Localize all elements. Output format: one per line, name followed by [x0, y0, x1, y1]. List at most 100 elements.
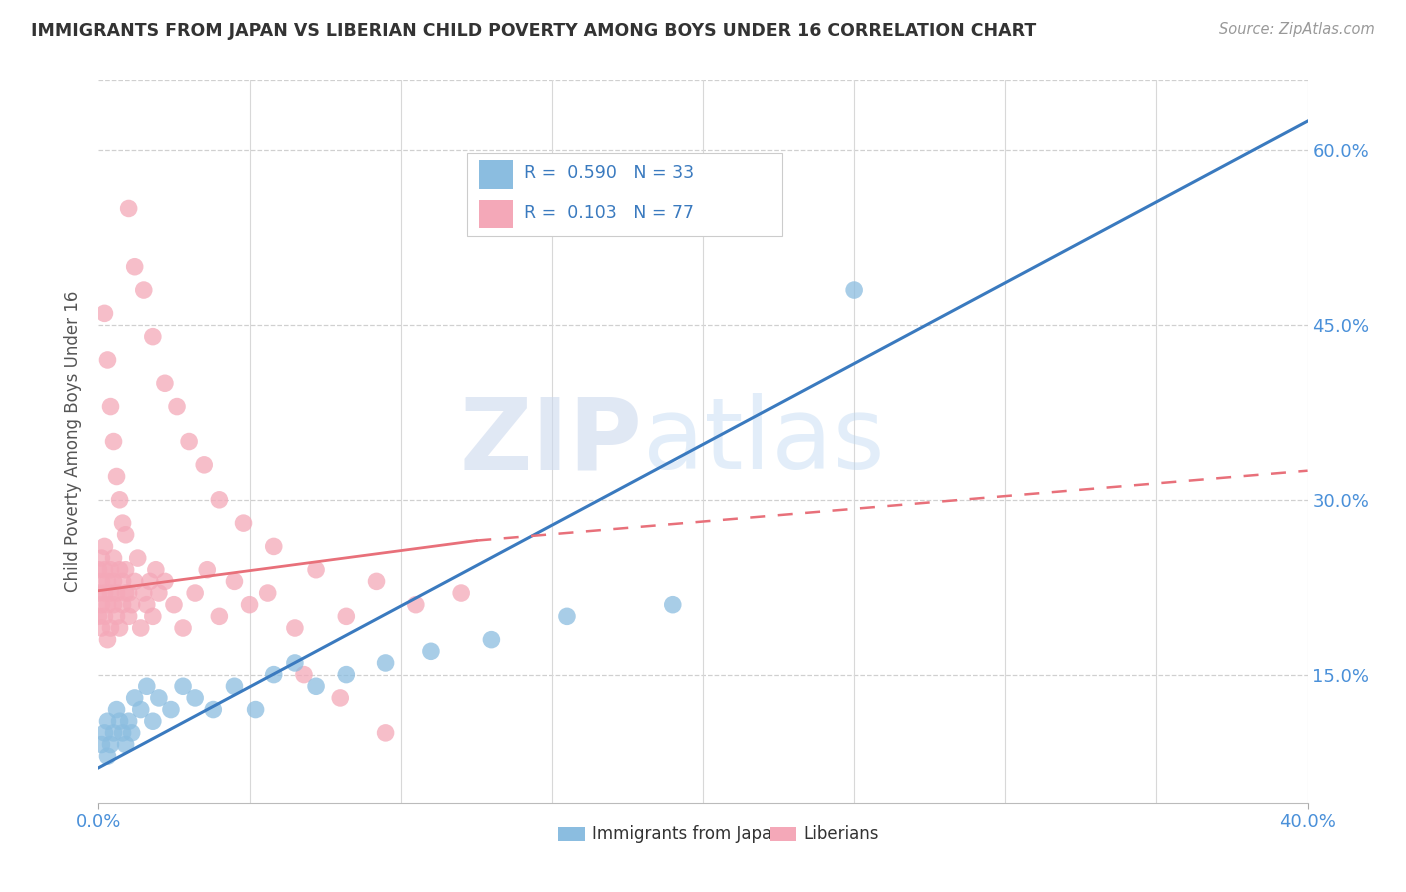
Point — [555, 609, 578, 624]
Point — [90, 551, 112, 566]
Point — [284, 621, 307, 635]
Point — [305, 679, 328, 693]
Point — [96, 574, 118, 589]
Text: atlas: atlas — [643, 393, 884, 490]
Y-axis label: Child Poverty Among Boys Under 16: Child Poverty Among Boys Under 16 — [63, 291, 82, 592]
Point — [100, 400, 122, 414]
Point — [90, 574, 112, 589]
Point — [93, 563, 115, 577]
Point — [145, 563, 167, 577]
Point — [208, 609, 231, 624]
Point — [96, 714, 118, 729]
Point — [105, 469, 128, 483]
Point — [108, 563, 131, 577]
Point — [93, 726, 115, 740]
Point — [127, 551, 149, 566]
Point — [87, 586, 110, 600]
Text: Immigrants from Japan: Immigrants from Japan — [592, 825, 782, 843]
Point — [100, 563, 122, 577]
Point — [166, 400, 188, 414]
Point — [374, 726, 396, 740]
Point — [124, 260, 146, 274]
Point — [118, 586, 141, 600]
Point — [329, 690, 352, 705]
Point — [179, 434, 201, 449]
Point — [129, 621, 152, 635]
Point — [132, 283, 155, 297]
Point — [100, 586, 122, 600]
Point — [118, 202, 141, 216]
Point — [90, 738, 112, 752]
Point — [90, 598, 112, 612]
Point — [103, 574, 125, 589]
Point — [105, 702, 128, 716]
Bar — [479, 161, 513, 189]
Point — [135, 679, 157, 693]
Point — [153, 376, 176, 391]
Point — [239, 598, 262, 612]
Point — [405, 598, 427, 612]
Point — [335, 667, 357, 681]
Point — [661, 598, 683, 612]
Point — [844, 283, 866, 297]
Point — [103, 434, 125, 449]
Point — [111, 574, 134, 589]
Point — [105, 586, 128, 600]
Point — [208, 492, 231, 507]
Point — [121, 726, 143, 740]
Point — [153, 574, 176, 589]
Point — [263, 540, 285, 554]
Point — [142, 329, 165, 343]
Point — [93, 586, 115, 600]
Point — [172, 679, 194, 693]
Point — [114, 738, 136, 752]
Point — [139, 574, 162, 589]
Point — [103, 726, 125, 740]
Point — [121, 598, 143, 612]
Point — [93, 306, 115, 320]
Point — [224, 679, 246, 693]
Point — [163, 598, 186, 612]
Point — [100, 621, 122, 635]
Point — [481, 632, 503, 647]
Point — [245, 702, 267, 716]
Point — [96, 632, 118, 647]
Text: R =  0.103   N = 77: R = 0.103 N = 77 — [524, 204, 695, 222]
Text: R =  0.590   N = 33: R = 0.590 N = 33 — [524, 164, 695, 183]
Point — [93, 609, 115, 624]
Text: IMMIGRANTS FROM JAPAN VS LIBERIAN CHILD POVERTY AMONG BOYS UNDER 16 CORRELATION : IMMIGRANTS FROM JAPAN VS LIBERIAN CHILD … — [31, 22, 1036, 40]
Point — [193, 458, 215, 472]
Point — [184, 586, 207, 600]
Point — [148, 586, 170, 600]
Point — [111, 726, 134, 740]
Point — [111, 598, 134, 612]
Point — [87, 609, 110, 624]
Point — [93, 540, 115, 554]
Point — [105, 609, 128, 624]
Point — [184, 690, 207, 705]
Point — [160, 702, 183, 716]
Point — [142, 714, 165, 729]
Point — [148, 690, 170, 705]
Point — [335, 609, 357, 624]
Point — [114, 563, 136, 577]
Point — [108, 714, 131, 729]
Point — [142, 609, 165, 624]
Point — [450, 586, 472, 600]
Point — [100, 738, 122, 752]
Point — [96, 353, 118, 368]
Point — [96, 598, 118, 612]
Point — [256, 586, 278, 600]
Point — [108, 492, 131, 507]
Point — [224, 574, 246, 589]
Point — [90, 621, 112, 635]
Point — [103, 598, 125, 612]
Point — [124, 574, 146, 589]
Text: Liberians: Liberians — [803, 825, 879, 843]
Point — [132, 586, 155, 600]
Point — [129, 702, 152, 716]
Point — [103, 551, 125, 566]
FancyBboxPatch shape — [467, 153, 782, 235]
Point — [366, 574, 388, 589]
Point — [118, 714, 141, 729]
